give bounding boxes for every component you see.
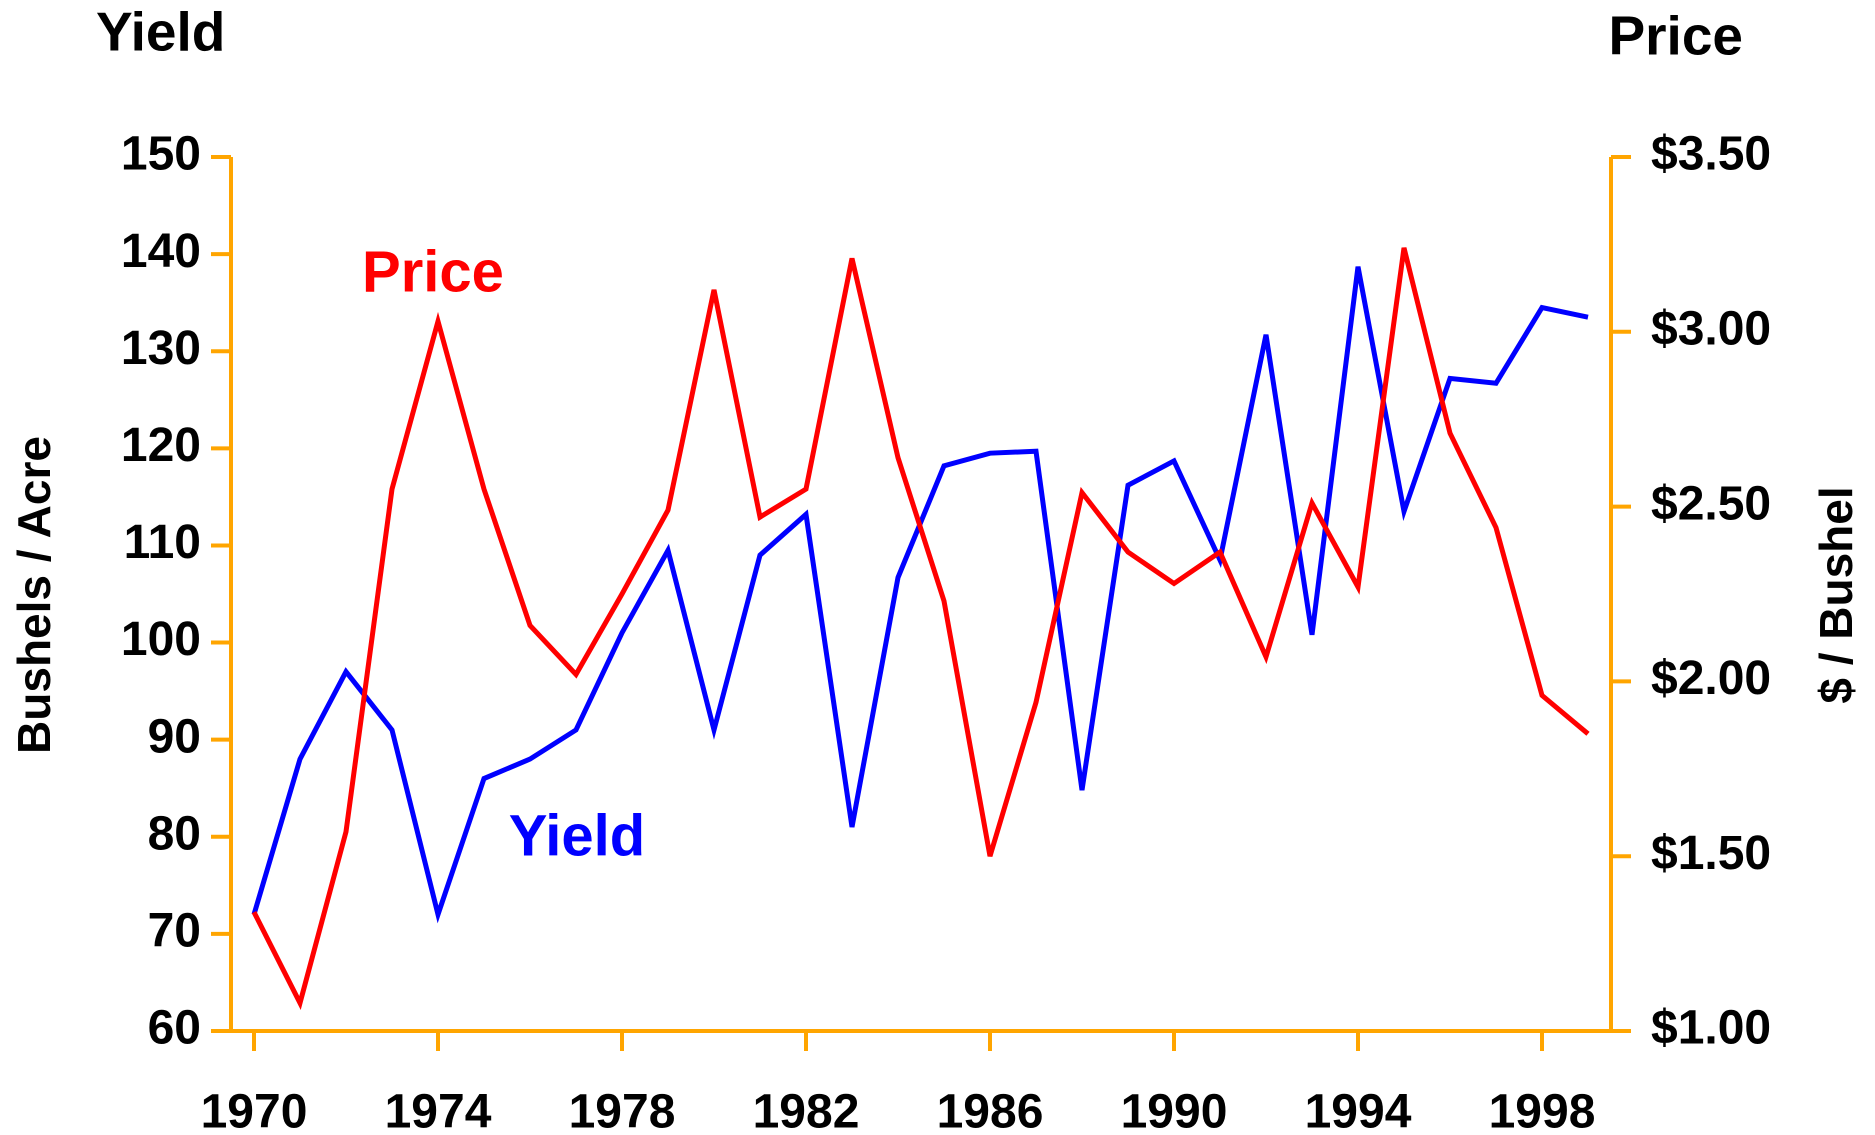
y2-tick-label: $3.00 <box>1651 302 1771 355</box>
y2-tick-label: $1.00 <box>1651 1002 1771 1055</box>
annotation: Price <box>362 239 504 304</box>
x-tick-label: 1970 <box>201 1086 308 1135</box>
y2-axis-title: Price <box>1608 5 1743 67</box>
y-axis-title: Yield <box>96 1 225 63</box>
y2-tick-label: $3.50 <box>1651 128 1771 181</box>
y-tick-label: 130 <box>121 322 201 375</box>
y-tick-label: 120 <box>121 419 201 472</box>
y2-tick-label: $1.50 <box>1651 827 1771 880</box>
annotation: Yield <box>509 803 645 868</box>
y-tick-label: 140 <box>121 225 201 278</box>
y-tick-label: 80 <box>148 807 201 860</box>
y-tick-label: 100 <box>121 613 201 666</box>
y-tick-label: 150 <box>121 128 201 181</box>
x-tick-label: 1998 <box>1489 1086 1596 1135</box>
x-tick-label: 1990 <box>1121 1086 1228 1135</box>
x-tick-label: 1986 <box>937 1086 1044 1135</box>
x-tick-label: 1974 <box>385 1086 492 1135</box>
y-axis-label: Bushels / Acre <box>8 436 60 754</box>
y-tick-label: 70 <box>148 905 201 958</box>
y2-tick-label: $2.50 <box>1651 477 1771 530</box>
x-tick-label: 1978 <box>569 1086 676 1135</box>
series-line <box>251 247 1590 1010</box>
y2-axis-label: $ / Bushel <box>1810 486 1862 703</box>
x-tick-label: 1982 <box>753 1086 860 1135</box>
y-tick-label: 90 <box>148 710 201 763</box>
y-tick-label: 110 <box>124 516 201 569</box>
y2-tick-label: $2.00 <box>1651 652 1771 705</box>
y-tick-label: 60 <box>148 1002 201 1055</box>
x-tick-label: 1994 <box>1305 1086 1412 1135</box>
